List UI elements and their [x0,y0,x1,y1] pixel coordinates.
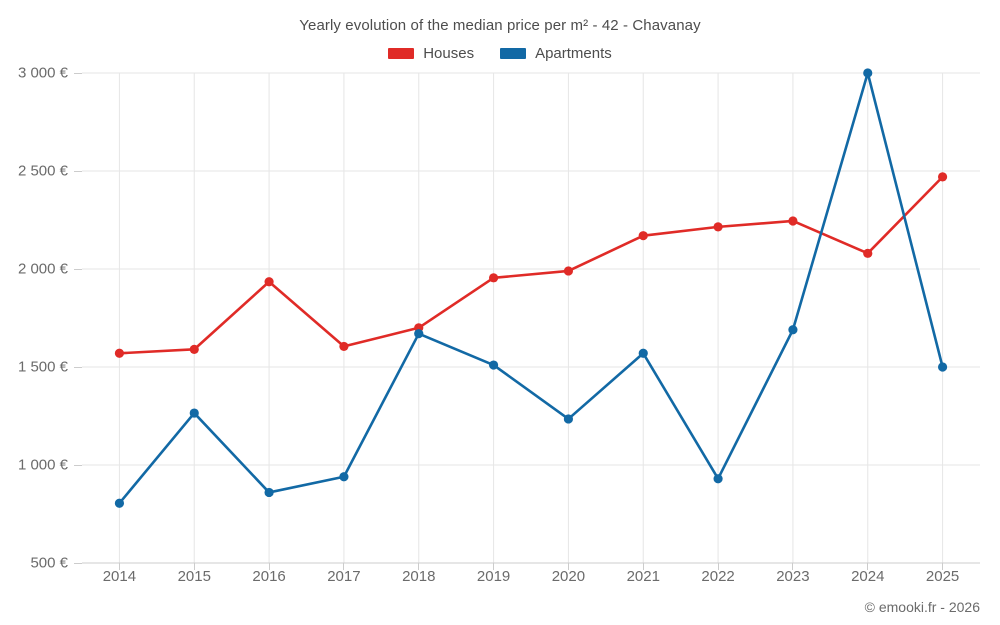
chart-title: Yearly evolution of the median price per… [299,17,701,34]
data-point-houses-2023[interactable] [788,216,798,226]
series-line-apartments [118,71,944,505]
x-tick-mark [268,563,270,570]
x-tick-mark [867,563,869,570]
plot-svg [82,68,980,564]
x-tick-mark [343,563,345,570]
data-point-apartments-2024[interactable] [863,68,873,78]
legend-swatch-apartments [500,48,527,59]
legend-label-houses: Houses [423,45,475,62]
y-tick-mark [74,562,82,564]
x-tick-label: 2023 [776,568,810,585]
y-tick-mark [74,268,82,270]
data-point-apartments-2018[interactable] [414,329,424,339]
y-tick-label: 1 000 € [17,456,68,474]
x-tick-mark [642,563,644,570]
x-tick-label: 2018 [402,568,436,585]
x-tick-mark [193,563,195,570]
data-point-apartments-2021[interactable] [638,348,648,358]
y-tick-mark [74,366,82,368]
data-point-houses-2020[interactable] [563,266,574,276]
x-tick-label: 2022 [701,568,735,585]
y-tick-mark [74,170,82,172]
x-tick-label: 2015 [177,568,211,585]
series-line-houses [118,175,944,355]
data-point-apartments-2015[interactable] [189,408,199,418]
legend-item-houses[interactable]: Houses [388,45,474,62]
y-tick-mark [74,72,82,74]
footer-credit: © emooki.fr - 2026 [864,599,980,615]
data-point-houses-2016[interactable] [264,277,274,287]
x-tick-label: 2016 [252,568,286,585]
x-tick-label: 2024 [851,568,885,585]
y-tick-mark [74,464,82,466]
chart-legend: Houses Apartments [0,45,1000,62]
legend-label-apartments: Apartments [535,45,612,62]
data-point-houses-2021[interactable] [638,231,648,241]
y-tick-label: 2 500 € [17,162,68,180]
x-tick-label: 2020 [551,568,586,585]
data-point-houses-2014[interactable] [114,348,125,358]
data-point-apartments-2016[interactable] [264,487,274,498]
data-point-apartments-2025[interactable] [937,362,948,372]
x-tick-mark [567,563,569,570]
y-tick-label: 2 000 € [17,260,68,278]
data-point-houses-2022[interactable] [713,222,723,232]
x-tick-mark [118,563,120,570]
data-point-houses-2025[interactable] [937,172,948,182]
x-tick-mark [792,563,794,570]
data-point-apartments-2017[interactable] [339,472,349,482]
data-point-apartments-2022[interactable] [713,474,723,484]
data-point-apartments-2014[interactable] [114,498,125,508]
plot-area [82,68,980,564]
x-tick-label: 2025 [925,568,960,585]
y-tick-label: 500 € [30,554,68,572]
data-point-apartments-2020[interactable] [563,414,574,424]
data-point-apartments-2023[interactable] [788,325,798,335]
x-tick-mark [942,563,944,570]
x-tick-label: 2017 [327,568,361,585]
data-point-houses-2019[interactable] [488,273,499,283]
data-point-houses-2017[interactable] [339,341,349,352]
x-tick-mark [493,563,495,570]
data-point-houses-2024[interactable] [863,248,873,258]
x-tick-label: 2021 [626,568,660,585]
data-point-houses-2015[interactable] [189,344,199,354]
x-tick-mark [418,563,420,570]
x-tick-label: 2019 [476,568,511,585]
legend-item-apartments[interactable]: Apartments [500,45,612,62]
legend-swatch-houses [388,48,415,59]
x-tick-label: 2014 [102,568,137,585]
x-tick-mark [717,563,719,570]
data-point-apartments-2019[interactable] [488,360,499,370]
y-tick-label: 3 000 € [17,64,68,82]
y-tick-label: 1 500 € [17,358,68,376]
